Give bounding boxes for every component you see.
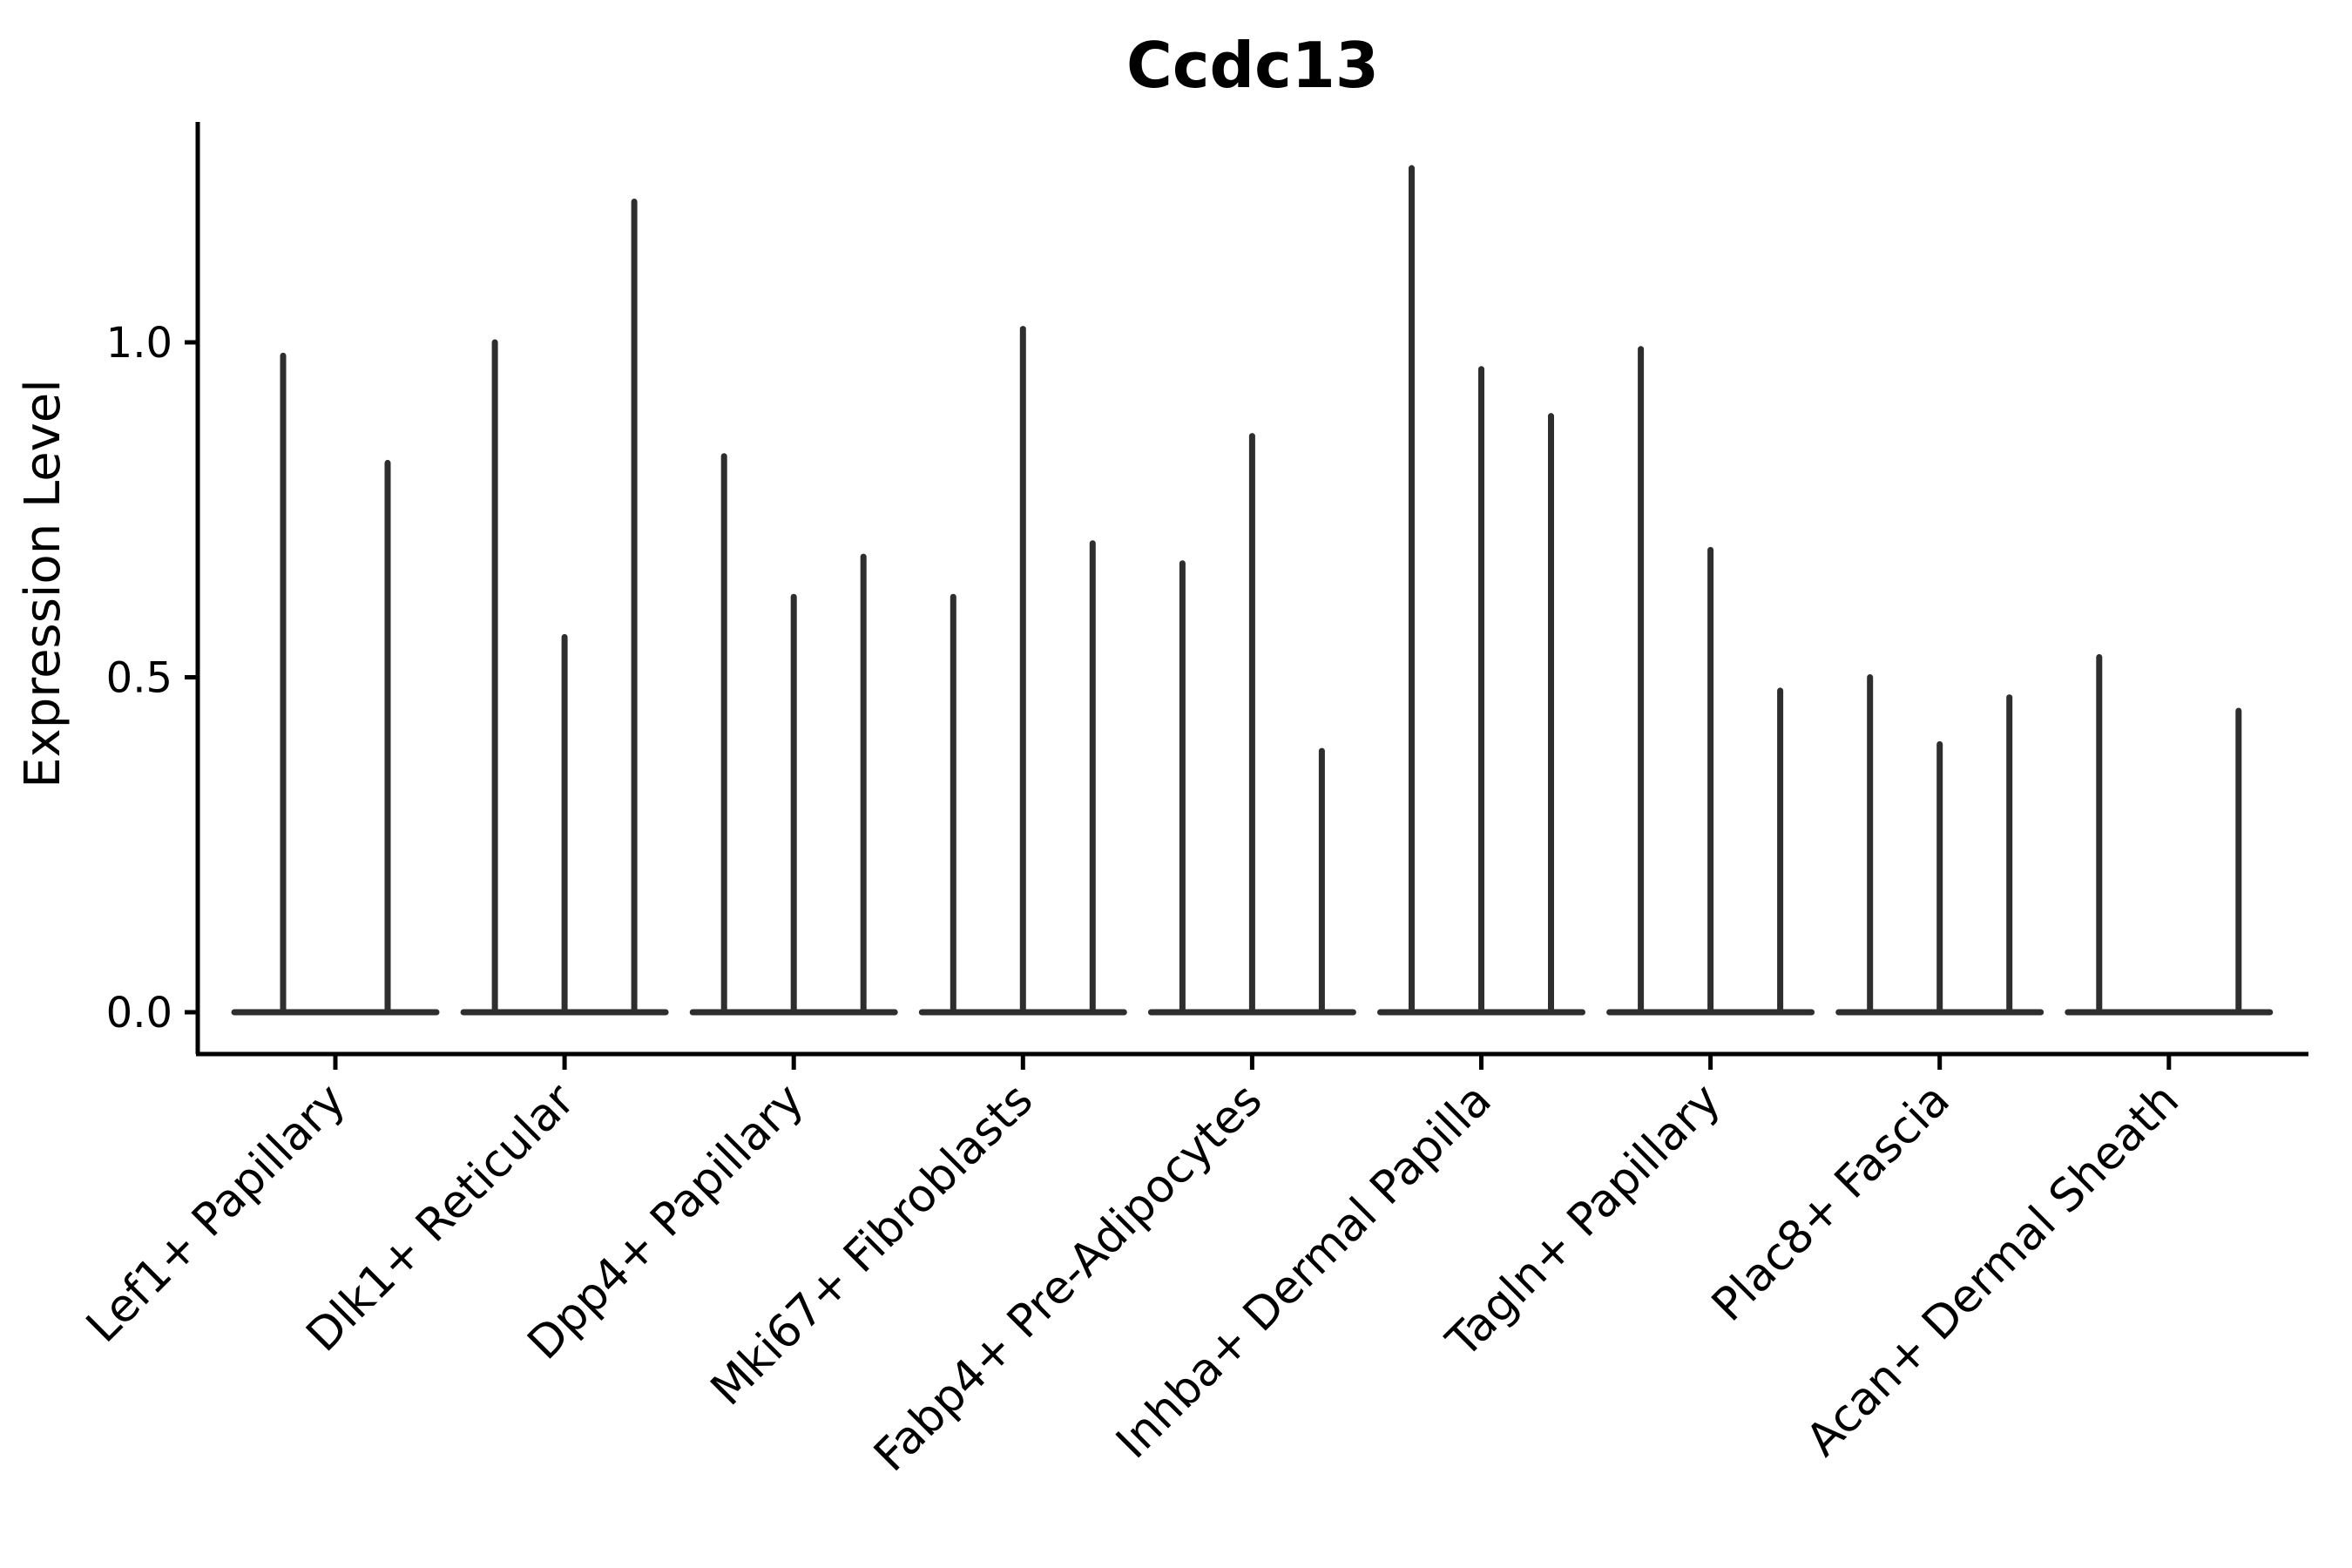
violin-group xyxy=(1377,165,1585,1016)
chart-title: Ccdc13 xyxy=(1126,29,1379,102)
axes-layer xyxy=(195,122,2308,1057)
violin-group xyxy=(1606,346,1815,1016)
y-axis-label: Expression Level xyxy=(15,379,71,788)
violin-group xyxy=(460,199,669,1016)
violin-group xyxy=(1147,433,1356,1016)
y-tick-label: 0.0 xyxy=(106,989,172,1037)
y-tick-label: 1.0 xyxy=(106,319,172,368)
violin-group xyxy=(918,326,1127,1016)
violins-layer xyxy=(231,165,2274,1016)
violin-group xyxy=(2065,653,2274,1016)
y-tick-label: 0.5 xyxy=(106,654,172,703)
violin-group xyxy=(231,352,440,1016)
violin-group xyxy=(689,453,898,1016)
y-ticks-layer: 0.0 0.5 1.0 xyxy=(106,319,198,1037)
violin-group xyxy=(1835,674,2044,1016)
